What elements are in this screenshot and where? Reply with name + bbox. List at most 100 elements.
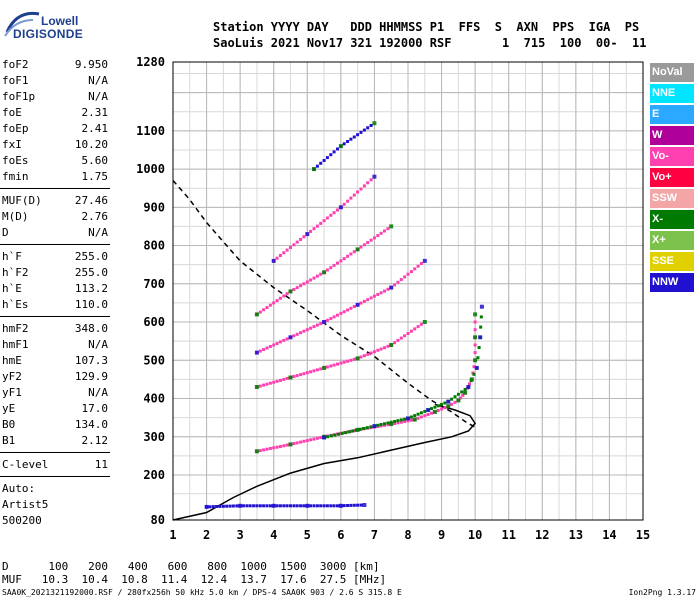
echo-point (315, 224, 319, 228)
param-row: B0 134.0 (0, 417, 110, 433)
x-tick-label: 3 (237, 528, 244, 542)
y-tick-label: 1280 (136, 55, 165, 69)
muf-table: D 100 200 400 600 800 1000 1500 3000 [km… (2, 560, 386, 586)
echo-point (349, 196, 353, 200)
echo-point (278, 445, 282, 448)
echo-point (369, 178, 373, 182)
digisonde-logo: Lowell DIGISONDE (3, 6, 83, 44)
line-profile-curve (172, 403, 477, 521)
echo-point (416, 412, 420, 416)
data-point (456, 398, 461, 403)
echo-point (319, 221, 323, 225)
x-tick-label: 9 (438, 528, 445, 542)
echo-point (349, 429, 353, 433)
param-row: foF2 9.950 (0, 57, 110, 73)
echo-point (336, 313, 339, 317)
param-row: foE 2.31 (0, 105, 110, 121)
data-point (479, 304, 484, 309)
y-tick-label: 200 (143, 468, 165, 482)
echo-point (309, 229, 313, 233)
autoscaling-text: Artist5 (2, 498, 49, 511)
param-value: 348.0 (74, 322, 108, 335)
x-tick-label: 14 (602, 528, 616, 542)
echo-point (356, 133, 360, 137)
param-value: 2.41 (81, 122, 109, 135)
echo-point (365, 426, 369, 430)
echo-point (278, 378, 282, 382)
echo-point (340, 431, 344, 435)
echo-point (409, 270, 413, 274)
echo-point (468, 382, 471, 386)
echo-point (272, 380, 276, 384)
echo-point (342, 257, 346, 261)
y-tick-label: 500 (143, 353, 165, 367)
echo-point (366, 352, 370, 356)
echo-point (268, 381, 272, 385)
echo-point (245, 504, 249, 508)
echo-point (336, 147, 339, 151)
echo-point (329, 153, 333, 157)
echo-point (383, 289, 386, 293)
echo-point (479, 325, 483, 329)
echo-point (325, 216, 329, 220)
echo-point (342, 202, 346, 206)
data-point (389, 285, 394, 290)
echo-point (461, 393, 465, 397)
echo-point (275, 379, 279, 383)
legend-item: Vo+ (650, 168, 694, 187)
param-name: foF1 (2, 74, 29, 87)
echo-point (356, 503, 360, 507)
echo-point (399, 420, 403, 424)
param-row: hmF1 N/A (0, 337, 110, 353)
echo-point (354, 428, 358, 432)
echo-point (366, 181, 370, 185)
param-value: N/A (88, 338, 108, 351)
logo-swoosh-icon (4, 11, 40, 37)
echo-point (262, 308, 266, 312)
param-name: foF2 (2, 58, 29, 71)
echo-point (358, 427, 362, 431)
echo-point (376, 234, 380, 238)
echo-point (302, 329, 306, 333)
echo-point (430, 411, 433, 415)
echo-point (309, 278, 313, 282)
param-value: N/A (88, 226, 108, 239)
echo-point (275, 504, 279, 508)
echo-point (396, 421, 400, 425)
legend-item: NNE (650, 84, 694, 103)
data-point (372, 424, 377, 429)
data-point (322, 365, 327, 370)
echo-point (473, 320, 477, 324)
echo-point (262, 383, 266, 387)
echo-point (329, 266, 333, 270)
echo-point (359, 503, 363, 507)
echo-point (295, 504, 299, 508)
param-separator (0, 476, 110, 477)
echo-point (443, 406, 447, 410)
x-tick-label: 4 (270, 528, 277, 542)
param-value: 255.0 (74, 250, 108, 263)
echo-point (352, 305, 356, 308)
echo-point (325, 365, 329, 369)
echo-point (393, 422, 397, 425)
echo-point (319, 436, 323, 439)
legend-item: X- (650, 210, 694, 229)
echo-point (325, 268, 329, 272)
param-row: D N/A (0, 225, 110, 241)
echo-point (423, 409, 427, 413)
param-value: 129.9 (74, 370, 108, 383)
param-value: 113.2 (74, 282, 108, 295)
echo-point (268, 447, 272, 450)
legend: NoVal NNE E W Vo- Vo+ SSW X- X+ SSE NNW (650, 63, 694, 294)
data-point (372, 174, 377, 179)
echo-point (305, 439, 309, 443)
echo-point (349, 503, 353, 507)
echo-point (430, 407, 433, 411)
echo-point (362, 427, 366, 430)
param-row: yF2 129.9 (0, 369, 110, 385)
param-row: B1 2.12 (0, 433, 110, 449)
echo-point (292, 288, 296, 291)
param-name: h`F2 (2, 266, 29, 279)
echo-point (399, 336, 403, 340)
